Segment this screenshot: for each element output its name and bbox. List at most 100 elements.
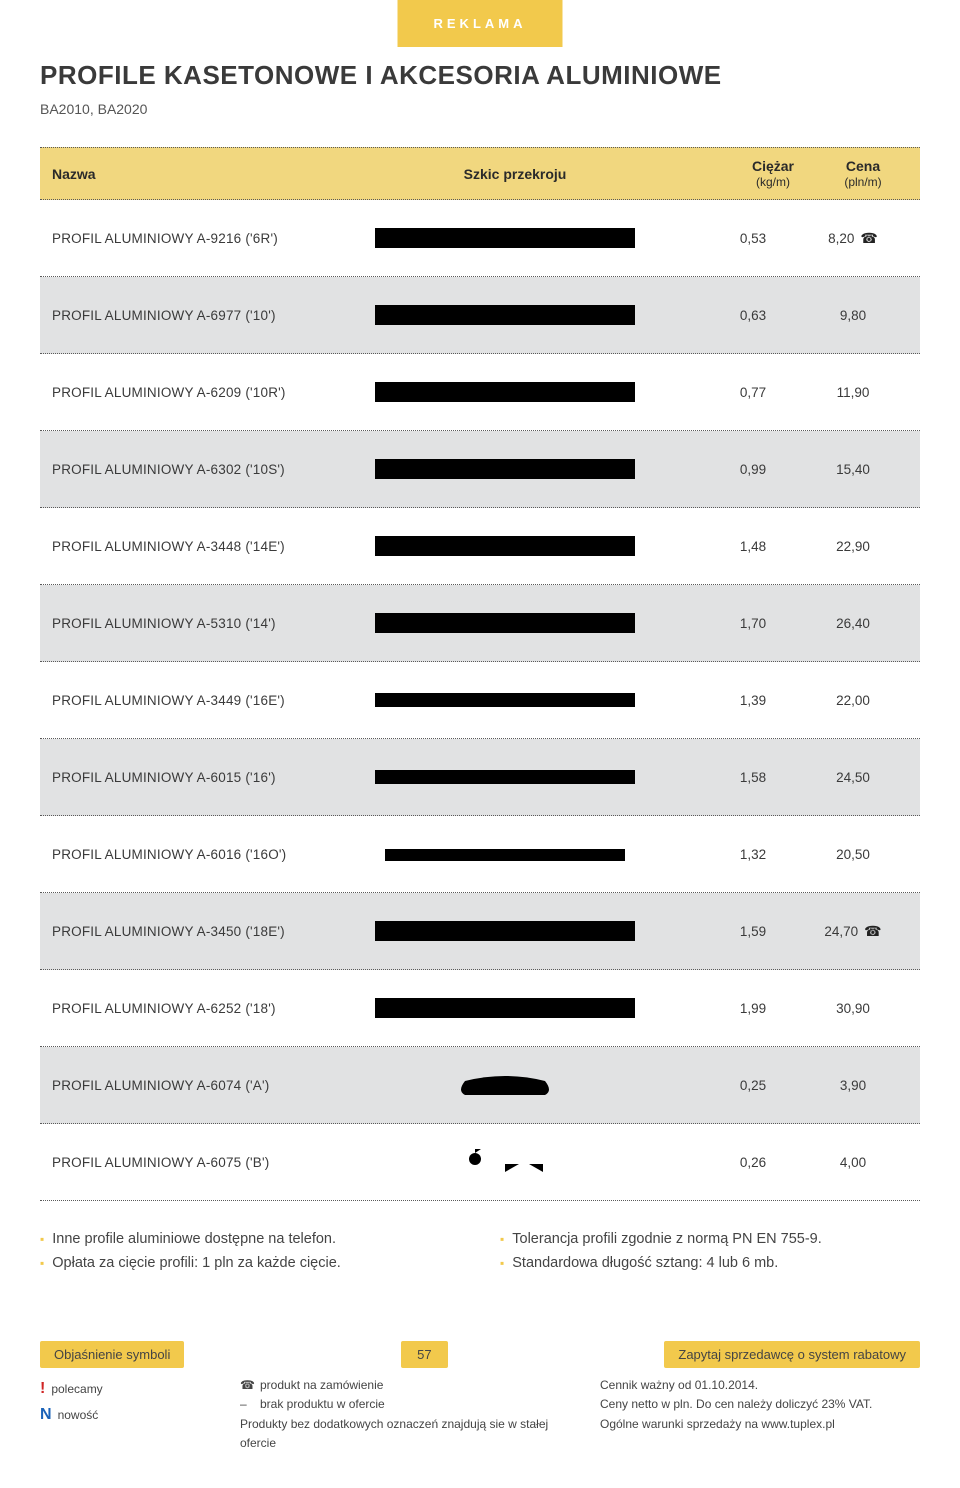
table-row: PROFIL ALUMINIOWY A-6016 ('16O') 1,3220,5… [40, 816, 920, 893]
row-name: PROFIL ALUMINIOWY A-6209 ('10R') [52, 385, 302, 400]
col-sketch: Szkic przekroju [302, 166, 728, 182]
row-price: 24,50 [798, 770, 908, 785]
page-footer: Objaśnienie symboli 57 Zapytaj sprzedawc… [40, 1341, 920, 1453]
note-item: Inne profile aluminiowe dostępne na tele… [40, 1231, 460, 1247]
exclaim-icon: ! [40, 1380, 45, 1397]
row-name: PROFIL ALUMINIOWY A-6302 ('10S') [52, 462, 302, 477]
row-name: PROFIL ALUMINIOWY A-3448 ('14E') [52, 539, 302, 554]
row-sketch [302, 1069, 708, 1101]
phone-icon: ☎ [860, 230, 877, 247]
table-row: PROFIL ALUMINIOWY A-5310 ('14') 1,7026,40 [40, 585, 920, 662]
row-price: 22,90 [798, 539, 908, 554]
profile-cross-section-icon [365, 454, 645, 484]
row-weight: 1,99 [708, 1001, 798, 1016]
profile-cross-section-icon [365, 223, 645, 253]
row-weight: 0,25 [708, 1078, 798, 1093]
profile-cross-section-icon [365, 377, 645, 407]
table-row: PROFIL ALUMINIOWY A-3449 ('16E') 1,3922,0… [40, 662, 920, 739]
row-weight: 1,59 [708, 924, 798, 939]
row-sketch [302, 530, 708, 562]
row-sketch [302, 684, 708, 716]
row-weight: 1,32 [708, 847, 798, 862]
row-sketch [302, 915, 708, 947]
row-price: 24,70☎ [798, 923, 908, 940]
row-price: 26,40 [798, 616, 908, 631]
ad-tab: REKLAMA [398, 0, 563, 47]
profile-cross-section-icon [365, 1147, 645, 1177]
note-item: Opłata za cięcie profili: 1 pln za każde… [40, 1255, 460, 1271]
row-name: PROFIL ALUMINIOWY A-3450 ('18E') [52, 924, 302, 939]
row-price: 3,90 [798, 1078, 908, 1093]
row-sketch [302, 761, 708, 793]
row-name: PROFIL ALUMINIOWY A-6977 ('10') [52, 308, 302, 323]
profile-cross-section-icon [365, 685, 645, 715]
table-header: Nazwa Szkic przekroju Ciężar(kg/m) Cena(… [40, 147, 920, 200]
row-price: 8,20☎ [798, 230, 908, 247]
row-name: PROFIL ALUMINIOWY A-6015 ('16') [52, 770, 302, 785]
profile-cross-section-icon [365, 300, 645, 330]
row-price: 4,00 [798, 1155, 908, 1170]
row-sketch [302, 453, 708, 485]
row-weight: 1,39 [708, 693, 798, 708]
row-name: PROFIL ALUMINIOWY A-6016 ('16O') [52, 847, 302, 862]
profile-cross-section-icon [365, 839, 645, 869]
footer-right-tab: Zapytaj sprzedawcę o system rabatowy [664, 1341, 920, 1368]
row-price: 11,90 [798, 385, 908, 400]
row-name: PROFIL ALUMINIOWY A-3449 ('16E') [52, 693, 302, 708]
notes-block: Inne profile aluminiowe dostępne na tele… [40, 1231, 920, 1271]
col-price: Cena(pln/m) [818, 158, 908, 189]
table-row: PROFIL ALUMINIOWY A-3448 ('14E') 1,4822,9… [40, 508, 920, 585]
page-number: 57 [401, 1341, 447, 1368]
dash-icon: – [240, 1395, 260, 1414]
row-price: 15,40 [798, 462, 908, 477]
table-row: PROFIL ALUMINIOWY A-6977 ('10') 0,639,80 [40, 277, 920, 354]
footer-left-tab: Objaśnienie symboli [40, 1341, 184, 1368]
table-row: PROFIL ALUMINIOWY A-3450 ('18E') 1,5924,7… [40, 893, 920, 970]
legend-mid: ☎produkt na zamówienie –brak produktu w … [240, 1376, 580, 1453]
row-price: 22,00 [798, 693, 908, 708]
phone-icon: ☎ [240, 1376, 260, 1395]
profile-cross-section-icon [365, 916, 645, 946]
row-sketch [302, 838, 708, 870]
row-weight: 1,48 [708, 539, 798, 554]
profile-cross-section-icon [365, 608, 645, 638]
profile-cross-section-icon [365, 762, 645, 792]
table-row: PROFIL ALUMINIOWY A-6302 ('10S')0,9915,4… [40, 431, 920, 508]
row-name: PROFIL ALUMINIOWY A-5310 ('14') [52, 616, 302, 631]
table-row: PROFIL ALUMINIOWY A-9216 ('6R') 0,538,20☎ [40, 200, 920, 277]
row-name: PROFIL ALUMINIOWY A-6074 ('A') [52, 1078, 302, 1093]
row-weight: 1,58 [708, 770, 798, 785]
col-weight: Ciężar(kg/m) [728, 158, 818, 189]
note-item: Standardowa długość sztang: 4 lub 6 mb. [500, 1255, 920, 1271]
row-sketch [302, 607, 708, 639]
table-row: PROFIL ALUMINIOWY A-6252 ('18') 1,9930,90 [40, 970, 920, 1047]
row-sketch [302, 1146, 708, 1178]
table-row: PROFIL ALUMINIOWY A-6074 ('A') 0,253,90 [40, 1047, 920, 1124]
table-body: PROFIL ALUMINIOWY A-9216 ('6R') 0,538,20☎… [40, 200, 920, 1201]
table-row: PROFIL ALUMINIOWY A-6015 ('16') 1,5824,50 [40, 739, 920, 816]
row-name: PROFIL ALUMINIOWY A-6075 ('B') [52, 1155, 302, 1170]
table-row: PROFIL ALUMINIOWY A-6209 ('10R') 0,7711,9… [40, 354, 920, 431]
row-weight: 1,70 [708, 616, 798, 631]
legend-left: !polecamy Nnowość [40, 1376, 220, 1453]
row-name: PROFIL ALUMINIOWY A-9216 ('6R') [52, 231, 302, 246]
row-weight: 0,63 [708, 308, 798, 323]
profile-cross-section-icon [365, 531, 645, 561]
row-price: 20,50 [798, 847, 908, 862]
row-sketch [302, 299, 708, 331]
profile-cross-section-icon [365, 1070, 645, 1100]
phone-icon: ☎ [864, 923, 881, 940]
note-item: Tolerancja profili zgodnie z normą PN EN… [500, 1231, 920, 1247]
table-row: PROFIL ALUMINIOWY A-6075 ('B')0,264,00 [40, 1124, 920, 1201]
letter-n-icon: N [40, 1406, 52, 1423]
row-sketch [302, 376, 708, 408]
row-name: PROFIL ALUMINIOWY A-6252 ('18') [52, 1001, 302, 1016]
profile-cross-section-icon [365, 993, 645, 1023]
row-weight: 0,53 [708, 231, 798, 246]
row-sketch [302, 992, 708, 1024]
row-weight: 0,77 [708, 385, 798, 400]
product-codes: BA2010, BA2020 [40, 101, 920, 117]
row-price: 30,90 [798, 1001, 908, 1016]
row-price: 9,80 [798, 308, 908, 323]
legend-right: Cennik ważny od 01.10.2014. Ceny netto w… [600, 1376, 920, 1453]
